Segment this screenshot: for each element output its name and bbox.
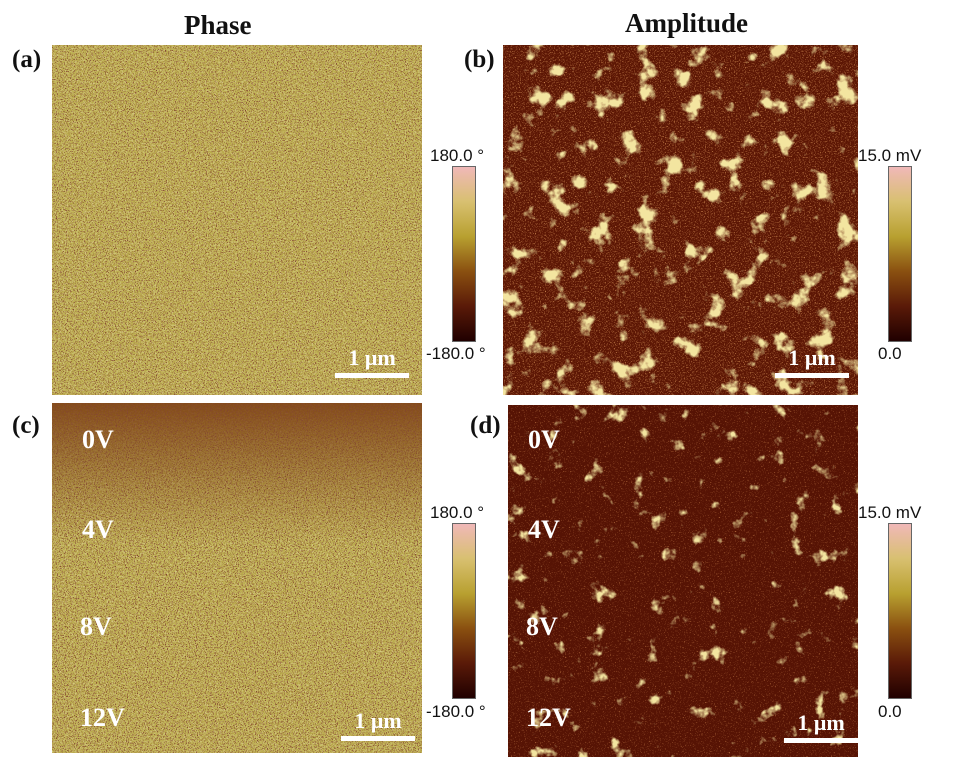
scale-bar-d: 1 μm bbox=[784, 710, 858, 743]
amplitude-image-b bbox=[503, 45, 858, 395]
phase-colorbar-min-label-top: -180.0 ° bbox=[426, 344, 486, 363]
phase-image-c bbox=[52, 403, 422, 753]
panel-label-d: (d) bbox=[470, 412, 501, 439]
scale-bar-d-line bbox=[784, 738, 858, 743]
voltage-label-c-2: 8V bbox=[80, 612, 112, 641]
phase-colorbar-bottom bbox=[452, 523, 476, 699]
amplitude-colorbar-max-label-bottom: 15.0 mV bbox=[858, 503, 922, 522]
scale-bar-b-label: 1 μm bbox=[788, 345, 836, 370]
scale-bar-d-label: 1 μm bbox=[797, 710, 845, 735]
scale-bar-a-label: 1 μm bbox=[348, 345, 396, 370]
phase-colorbar-min-label-bottom: -180.0 ° bbox=[426, 702, 486, 721]
scale-bar-c-label: 1 μm bbox=[354, 708, 402, 733]
phase-column-title: Phase bbox=[184, 10, 252, 40]
amplitude-texture-b bbox=[503, 45, 858, 395]
amplitude-column-title: Amplitude bbox=[625, 8, 749, 38]
scale-bar-c-line bbox=[341, 736, 415, 741]
amplitude-colorbar-min-label-top: 0.0 bbox=[878, 344, 902, 363]
panel-label-b: (b) bbox=[464, 46, 495, 73]
voltage-label-d-1: 4V bbox=[528, 515, 560, 544]
voltage-label-c-1: 4V bbox=[82, 515, 114, 544]
amplitude-image-d bbox=[508, 405, 858, 757]
voltage-label-d-2: 8V bbox=[526, 612, 558, 641]
scale-bar-b: 1 μm bbox=[775, 345, 849, 378]
panel-label-a: (a) bbox=[12, 46, 42, 73]
voltage-label-c-3: 12V bbox=[80, 703, 125, 732]
scale-bar-a: 1 μm bbox=[335, 345, 409, 378]
voltage-label-d-3: 12V bbox=[526, 703, 571, 732]
phase-texture-a bbox=[52, 45, 422, 395]
scale-bar-c: 1 μm bbox=[341, 708, 415, 741]
phase-colorbar-max-label-bottom: 180.0 ° bbox=[430, 503, 485, 522]
scale-bar-a-line bbox=[335, 373, 409, 378]
phase-image-a bbox=[52, 45, 422, 395]
voltage-label-c-0: 0V bbox=[82, 425, 114, 454]
amplitude-colorbar-top bbox=[888, 166, 912, 342]
scale-bar-b-line bbox=[775, 373, 849, 378]
phase-colorbar-top bbox=[452, 166, 476, 342]
amplitude-colorbar-min-label-bottom: 0.0 bbox=[878, 702, 902, 721]
amplitude-colorbar-max-label-top: 15.0 mV bbox=[858, 146, 922, 165]
amplitude-colorbar-bottom bbox=[888, 523, 912, 699]
amplitude-texture-d bbox=[508, 405, 858, 757]
panel-label-c: (c) bbox=[12, 412, 40, 439]
voltage-label-d-0: 0V bbox=[528, 425, 560, 454]
phase-texture-c bbox=[52, 403, 422, 753]
phase-colorbar-max-label-top: 180.0 ° bbox=[430, 146, 485, 165]
